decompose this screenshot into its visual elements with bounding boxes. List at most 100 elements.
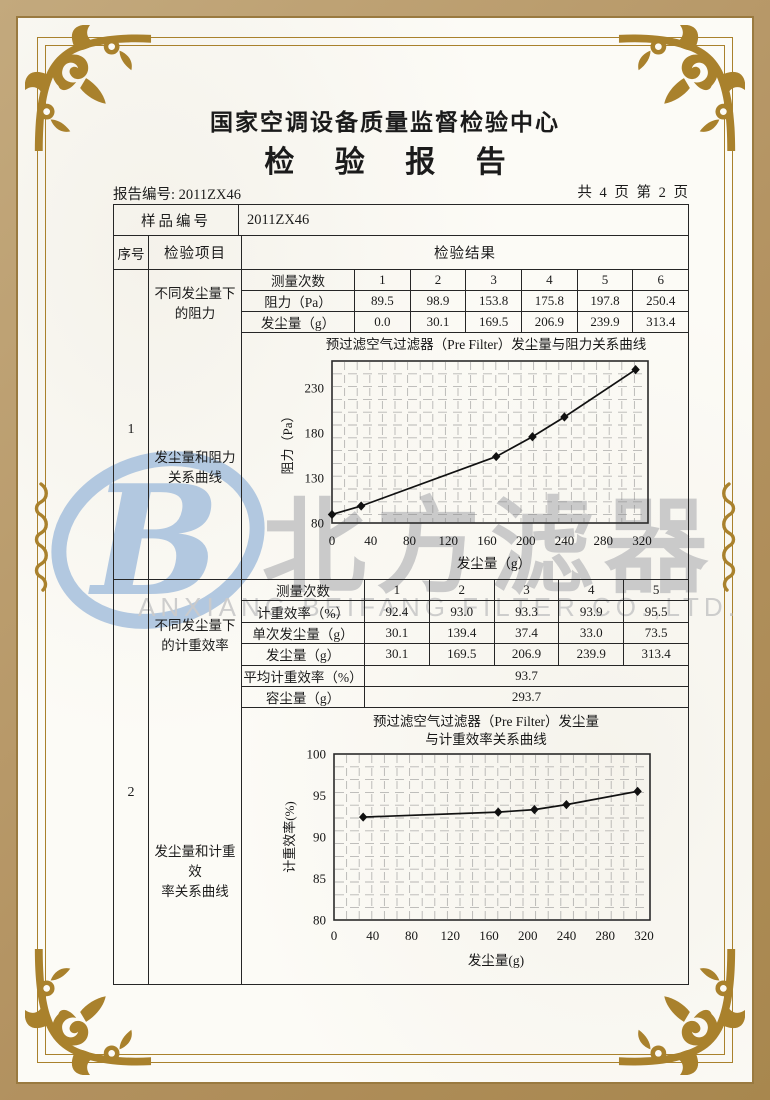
measurement-label-cell: 测量次数 xyxy=(271,274,325,289)
column-header-item: 检验项目 xyxy=(148,236,241,269)
section-1-result-cell: 测量次数 1 2 3 4 5 6 阻力（Pa） 89.5 98.9 153.8 175.8 197.8 2… xyxy=(241,270,688,579)
measurement-value-cell: 93.7 xyxy=(364,665,688,686)
svg-text:95: 95 xyxy=(313,788,326,803)
sample-number-row: 样品编号 2011ZX46 xyxy=(114,205,688,235)
svg-text:90: 90 xyxy=(313,830,326,845)
measurement-value-cell: 6 xyxy=(632,270,688,290)
section-2-item-cell: 不同发尘量下 的计重效率 发尘量和计重效 率关系曲线 xyxy=(148,580,241,984)
measurement-table-row: 计重效率（%） 92.4 93.0 93.3 93.9 95.5 xyxy=(242,601,688,623)
svg-text:100: 100 xyxy=(307,747,327,762)
table-header-row: 序号 检验项目 检验结果 xyxy=(114,235,688,269)
item-label: 不同发尘量下 的计重效率 xyxy=(154,618,236,653)
measurement-label-cell: 平均计重效率（%） xyxy=(243,669,363,685)
measurement-table-row: 阻力（Pa） 89.5 98.9 153.8 175.8 197.8 250.4 xyxy=(242,291,688,312)
svg-text:40: 40 xyxy=(366,928,379,943)
measurement-value-cell: 313.4 xyxy=(632,312,688,332)
svg-text:160: 160 xyxy=(479,928,499,943)
svg-text:280: 280 xyxy=(594,533,614,548)
measurement-table-row: 单次发尘量（g） 30.1 139.4 37.4 33.0 73.5 xyxy=(242,622,688,645)
measurement-label-cell: 容尘量（g） xyxy=(265,691,341,707)
item-label: 发尘量和阻力 关系曲线 xyxy=(154,450,236,485)
svg-text:120: 120 xyxy=(441,928,461,943)
measurement-value-cell: 95.5 xyxy=(623,601,688,622)
chart-svg: 预过滤空气过滤器（Pre Filter）发尘量与阻力关系曲线 0 40 80 120 16… xyxy=(280,337,652,571)
measurement-value-cell: 239.9 xyxy=(558,644,623,665)
measurement-value-cell: 4 xyxy=(521,270,577,290)
measurement-value-cell: 5 xyxy=(623,580,688,601)
svg-text:发尘量（g）: 发尘量（g） xyxy=(457,556,531,571)
efficiency-measurement-table: 测量次数 1 2 3 4 5 计重效率（%） 92.4 93.0 93.3 93.9 95.5 单次发尘… xyxy=(242,580,688,709)
measurement-value-cell: 37.4 xyxy=(493,622,559,644)
page-indicator: 共 4 页 第 2 页 xyxy=(577,185,690,201)
measurement-value-cell: 3 xyxy=(465,270,521,290)
svg-text:320: 320 xyxy=(634,928,654,943)
svg-text:240: 240 xyxy=(557,928,577,943)
measurement-table-row: 发尘量（g） 0.0 30.1 169.5 206.9 239.9 313.4 xyxy=(242,312,688,333)
measurement-value-cell: 4 xyxy=(558,580,623,601)
measurement-value-cell: 169.5 xyxy=(465,312,521,332)
resistance-measurement-table: 测量次数 1 2 3 4 5 6 阻力（Pa） 89.5 98.9 153.8 175.8 197.8 2… xyxy=(242,270,688,333)
svg-text:80: 80 xyxy=(311,516,324,531)
section-2-row: 2 不同发尘量下 的计重效率 发尘量和计重效 率关系曲线 测量次数 1 2 3 4 5 计重… xyxy=(114,579,688,984)
measurement-value-cell: 293.7 xyxy=(364,686,688,708)
svg-text:200: 200 xyxy=(516,533,536,548)
inspection-results-table: 样品编号 2011ZX46 序号 检验项目 检验结果 1 不同发尘量下 的阻力 … xyxy=(113,204,689,985)
measurement-value-cell: 5 xyxy=(576,270,633,290)
item-label: 发尘量和计重效 率关系曲线 xyxy=(154,844,236,899)
svg-text:与计重效率关系曲线: 与计重效率关系曲线 xyxy=(425,731,547,747)
svg-text:预过滤空气过滤器（Pre Filter）发尘量: 预过滤空气过滤器（Pre Filter）发尘量 xyxy=(373,714,599,729)
measurement-label-cell: 发尘量（g） xyxy=(265,648,341,664)
seq-number: 2 xyxy=(127,785,135,800)
measurement-value-cell: 30.1 xyxy=(409,312,466,332)
measurement-value-cell: 139.4 xyxy=(428,622,494,644)
measurement-label-cell: 计重效率（%） xyxy=(256,605,350,621)
svg-text:阻力（Pa）: 阻力（Pa） xyxy=(280,409,295,474)
measurement-value-cell: 169.5 xyxy=(428,644,494,665)
section-1-item-cell: 不同发尘量下 的阻力 发尘量和阻力 关系曲线 xyxy=(148,270,241,579)
sample-number-label: 样品编号 xyxy=(141,213,211,230)
svg-text:130: 130 xyxy=(305,471,325,486)
measurement-table-row: 容尘量（g） 293.7 xyxy=(242,686,688,709)
measurement-value-cell: 250.4 xyxy=(632,291,688,311)
measurement-value-cell: 93.9 xyxy=(558,601,623,622)
seq-number: 1 xyxy=(127,422,135,437)
svg-text:0: 0 xyxy=(329,533,336,548)
svg-text:180: 180 xyxy=(305,426,325,441)
measurement-label-cell: 阻力（Pa） xyxy=(264,295,332,310)
measurement-value-cell: 98.9 xyxy=(409,291,466,311)
item-label: 不同发尘量下 的阻力 xyxy=(154,286,236,321)
measurement-table-row: 平均计重效率（%） 93.7 xyxy=(242,665,688,687)
measurement-table-row: 测量次数 1 2 3 4 5 6 xyxy=(242,270,688,291)
measurement-label-cell: 测量次数 xyxy=(276,584,330,600)
measurement-value-cell: 1 xyxy=(364,580,429,601)
svg-text:85: 85 xyxy=(313,871,326,886)
svg-text:40: 40 xyxy=(364,533,377,548)
svg-text:发尘量(g): 发尘量(g) xyxy=(468,953,524,968)
measurement-value-cell: 92.4 xyxy=(364,601,429,622)
section-2-result-cell: 测量次数 1 2 3 4 5 计重效率（%） 92.4 93.0 93.3 93.9 95.5 单次发尘… xyxy=(241,580,688,984)
efficiency-chart: 预过滤空气过滤器（Pre Filter）发尘量 与计重效率关系曲线 0 40 80 120… xyxy=(242,708,688,984)
svg-text:计重效率(%): 计重效率(%) xyxy=(282,802,297,874)
report-number: 报告编号: 2011ZX46 xyxy=(113,187,241,203)
measurement-value-cell: 89.5 xyxy=(354,291,410,311)
svg-text:160: 160 xyxy=(477,533,497,548)
section-1-row: 1 不同发尘量下 的阻力 发尘量和阻力 关系曲线 测量次数 1 2 3 4 5 6 阻力（Pa… xyxy=(114,269,688,579)
svg-text:0: 0 xyxy=(331,928,338,943)
measurement-value-cell: 30.1 xyxy=(364,644,429,665)
section-2-seq-cell: 2 xyxy=(114,580,148,984)
svg-text:240: 240 xyxy=(555,533,575,548)
svg-text:320: 320 xyxy=(632,533,652,548)
report-title: 检 验 报 告 xyxy=(264,145,521,180)
svg-text:80: 80 xyxy=(313,913,326,928)
measurement-value-cell: 175.8 xyxy=(521,291,577,311)
measurement-value-cell: 2 xyxy=(428,580,494,601)
measurement-value-cell: 1 xyxy=(354,270,410,290)
svg-text:230: 230 xyxy=(305,381,325,396)
measurement-label-cell: 单次发尘量（g） xyxy=(252,626,354,642)
measurement-value-cell: 3 xyxy=(493,580,559,601)
measurement-value-cell: 73.5 xyxy=(623,622,688,644)
svg-text:120: 120 xyxy=(439,533,459,548)
svg-text:200: 200 xyxy=(518,928,538,943)
measurement-value-cell: 0.0 xyxy=(354,312,410,332)
